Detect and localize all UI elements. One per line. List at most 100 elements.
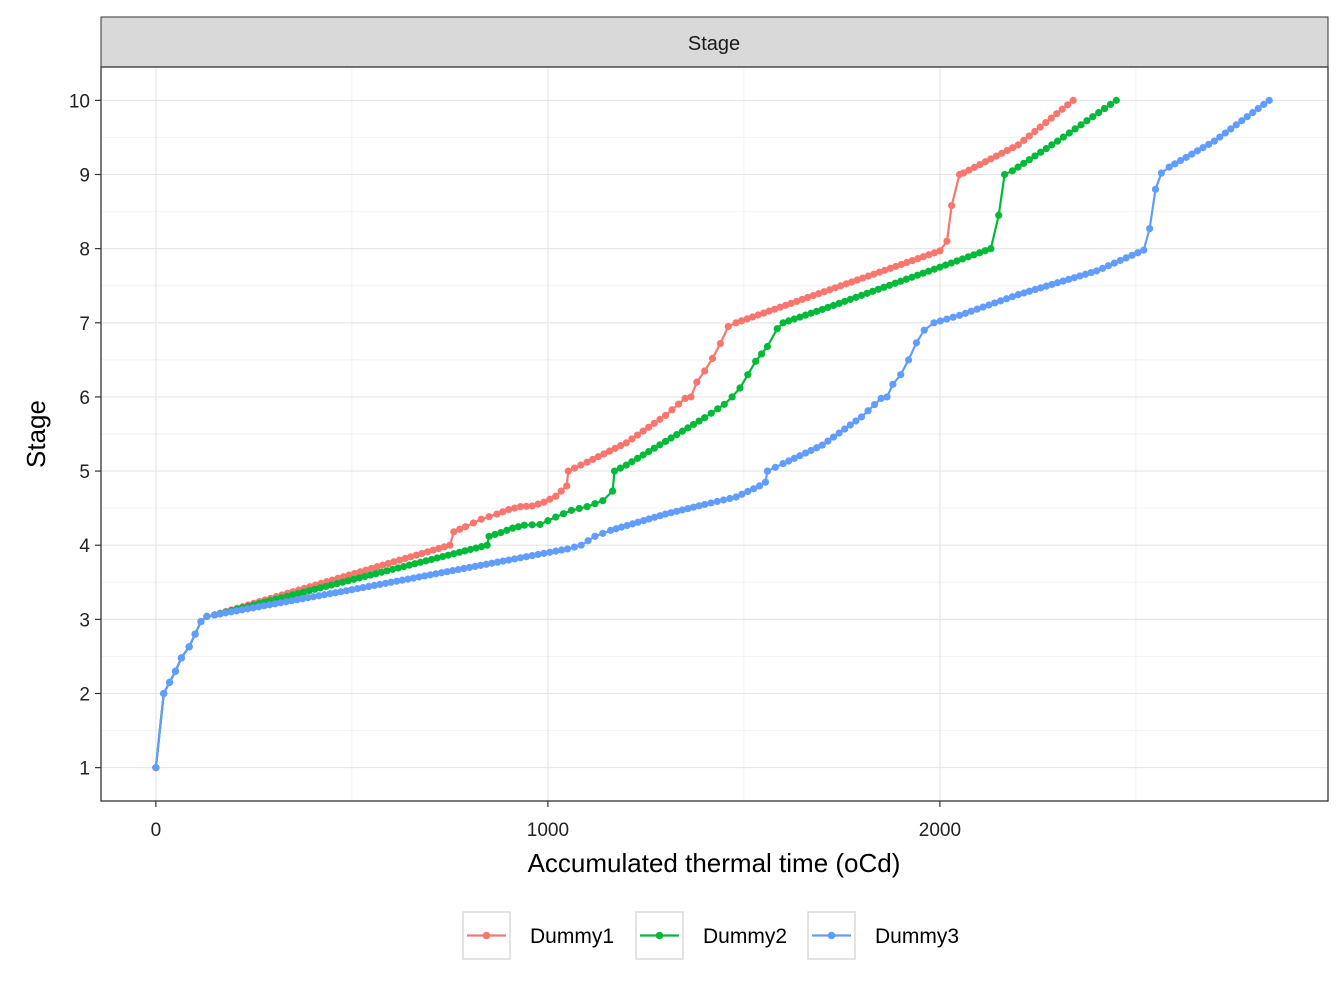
- y-tick-label: 10: [69, 91, 90, 112]
- data-point: [701, 500, 709, 509]
- data-point: [687, 393, 695, 401]
- data-point: [743, 315, 751, 323]
- data-point: [244, 605, 252, 613]
- data-point: [505, 556, 513, 564]
- data-point: [874, 285, 882, 293]
- data-point: [782, 301, 790, 309]
- data-point: [870, 400, 879, 409]
- x-tick-label: 0: [151, 820, 162, 841]
- data-point: [460, 564, 468, 573]
- data-point: [418, 549, 426, 558]
- data-point: [540, 549, 548, 557]
- data-point: [575, 504, 583, 513]
- data-point: [995, 211, 1003, 219]
- data-point: [793, 297, 801, 306]
- data-point: [785, 317, 793, 325]
- data-point: [1199, 144, 1207, 152]
- data-point: [499, 557, 507, 565]
- data-point: [1002, 295, 1011, 303]
- data-point: [488, 559, 496, 567]
- data-point: [824, 303, 832, 312]
- data-point: [765, 307, 773, 315]
- data-point: [708, 354, 717, 362]
- data-point: [930, 249, 939, 257]
- data-point: [748, 313, 757, 321]
- data-point: [485, 513, 493, 521]
- data-point: [437, 569, 446, 577]
- data-point: [1243, 113, 1251, 121]
- data-point: [563, 545, 572, 553]
- data-point: [491, 530, 499, 539]
- data-point: [461, 547, 469, 555]
- data-point: [370, 581, 378, 590]
- data-point: [970, 163, 979, 171]
- data-point: [1042, 144, 1050, 153]
- data-point: [673, 431, 681, 439]
- data-point: [305, 587, 313, 595]
- data-point: [628, 458, 636, 466]
- data-point: [483, 541, 491, 549]
- data-point: [477, 543, 486, 551]
- data-point: [536, 520, 544, 529]
- data-point: [820, 288, 828, 296]
- data-point: [1020, 136, 1028, 144]
- data-point: [311, 585, 319, 593]
- data-point: [738, 490, 746, 498]
- data-point: [1140, 246, 1148, 254]
- legend-label: Dummy1: [530, 925, 614, 948]
- data-point: [716, 339, 724, 348]
- data-point: [975, 249, 984, 257]
- data-point: [534, 550, 542, 559]
- data-point: [1031, 127, 1039, 136]
- data-point: [440, 543, 448, 551]
- data-point: [485, 532, 493, 540]
- data-point: [678, 427, 686, 435]
- data-point: [304, 594, 312, 602]
- data-point: [415, 573, 423, 581]
- data-point: [265, 601, 274, 609]
- data-point: [1146, 225, 1154, 233]
- data-point: [804, 293, 812, 302]
- data-point: [599, 497, 607, 505]
- data-point: [1036, 123, 1044, 131]
- data-point: [288, 591, 297, 599]
- data-point: [387, 578, 395, 586]
- data-point: [191, 630, 199, 638]
- data-point: [389, 565, 397, 573]
- gridlines: [101, 67, 1328, 801]
- y-axis: 1 2 3 4 5 6 7 8 9 10: [69, 91, 101, 780]
- data-point: [1221, 129, 1229, 137]
- data-point: [779, 460, 787, 468]
- data-point: [469, 519, 478, 527]
- data-point: [645, 515, 653, 523]
- data-point: [1093, 267, 1101, 275]
- data-point: [857, 413, 866, 421]
- data-point: [967, 307, 975, 315]
- data-point: [1037, 148, 1045, 156]
- data-point: [1065, 275, 1073, 283]
- data-point: [903, 258, 911, 267]
- data-point: [661, 437, 670, 446]
- data-point: [233, 607, 241, 615]
- data-point: [405, 561, 413, 569]
- data-point: [1265, 96, 1273, 104]
- data-point: [958, 255, 967, 263]
- data-point: [1122, 254, 1130, 262]
- data-point: [1014, 291, 1022, 299]
- data-point: [979, 303, 987, 311]
- data-point: [744, 371, 752, 379]
- data-point: [973, 305, 981, 313]
- data-point: [383, 567, 391, 575]
- data-point: [449, 567, 457, 575]
- y-tick-label: 3: [79, 610, 90, 631]
- data-point: [423, 548, 432, 556]
- y-axis-title: Stage: [21, 400, 51, 468]
- data-point: [953, 257, 961, 265]
- data-point: [1053, 137, 1062, 145]
- data-point: [563, 482, 571, 490]
- data-point: [315, 592, 323, 600]
- data-point: [936, 263, 944, 271]
- data-point: [591, 532, 599, 540]
- data-point: [350, 575, 358, 583]
- data-point: [719, 496, 728, 504]
